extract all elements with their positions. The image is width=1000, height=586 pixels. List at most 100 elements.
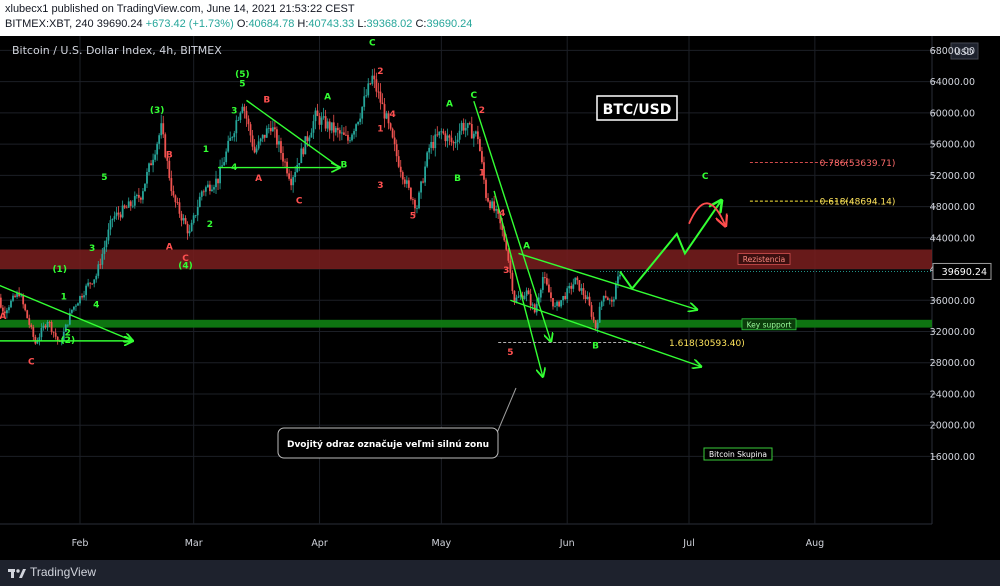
y-tick-label: 20000.00 [930,421,975,432]
candle-body [436,134,439,136]
watermark-text: BTC/USD [603,102,672,118]
candle-body [186,223,189,234]
candle-body [253,146,256,153]
candle-body [310,132,313,138]
y-tick-label: 16000.00 [930,452,975,463]
wave-label: 3 [231,107,237,117]
price-axis[interactable]: USD 72000.0068000.0064000.0060000.005600… [600,36,992,463]
y-tick-label: 64000.00 [930,77,975,88]
wave-label: 1 [377,125,383,135]
candle-body [188,231,191,234]
candle-body [548,284,550,293]
candle-body [237,119,240,121]
candle-body [347,134,349,141]
candle-body [318,115,321,125]
projection-path [619,200,722,291]
candle-body [170,178,173,192]
candle-body [468,123,471,125]
wave-label: 2 [479,106,485,116]
wave-label: 4 [389,110,395,120]
candle-body [247,118,250,125]
candle-body [276,129,278,145]
wave-label: B [592,342,599,352]
candle-body [40,327,43,338]
ohlc-line: BITMEX:XBT, 240 39690.24 +673.42 (+1.73%… [5,18,472,30]
wave-label: 2 [65,328,71,338]
reversal-arc [688,202,726,226]
candle-body [432,141,435,149]
candle-body [393,137,396,145]
wave-label: 5 [507,348,513,358]
candle-body [235,120,238,134]
candle-body [233,133,236,138]
candle-body [452,142,455,144]
wave-label: C [471,91,478,101]
candle-body [596,322,599,329]
y-tick-label: 28000.00 [930,358,975,369]
tradingview-logo[interactable]: TradingView [8,565,96,579]
candle-body [239,112,242,120]
candle-body [454,141,457,144]
candle-body [0,297,2,308]
candle-body [217,178,219,184]
candle-body [174,195,177,203]
candle-body [610,299,613,302]
candle-body [592,316,595,321]
channel-lower [510,299,701,366]
candle-body [612,299,615,302]
candle-body [509,260,512,273]
candle-body [314,110,317,122]
wave-label: 3 [377,181,383,191]
candle-body [99,264,102,266]
candle-body [180,213,183,221]
group-label-text: Bitcoin Skupina [709,450,767,459]
candle-body [507,249,510,261]
candle-body [101,253,104,265]
x-tick-label: Mar [185,538,203,549]
candle-body [556,301,558,306]
candle-body [87,282,90,286]
currency-badge[interactable] [950,42,979,60]
tradingview-icon [8,568,26,578]
candle-body [308,137,311,142]
wave-label: A [0,312,6,322]
candle-body [119,214,122,218]
candle-body [558,301,560,307]
candle-body [140,197,142,200]
candle-body [271,127,274,132]
candle-body [306,136,309,142]
y-tick-label: 44000.00 [930,233,975,244]
candle-body [340,132,343,134]
candle-body [336,127,339,131]
wave-label: 4 [499,209,505,219]
close-label: C: [415,18,427,30]
candle-body [602,295,605,302]
change-value: +673.42 (+1.73%) [145,18,234,30]
publish-info: xlubecx1 published on TradingView.com, J… [5,3,355,15]
candle-body [125,207,128,209]
candle-body [20,295,23,297]
candle-body [598,306,601,323]
wave-label: (1) [52,265,67,275]
brand-name: TradingView [30,565,97,579]
candle-body [349,140,351,142]
candle-body [103,247,106,254]
candle-body [570,285,573,289]
candle-body [438,131,441,136]
candle-body [446,135,449,142]
candle-body [73,306,75,310]
wave-label: 2 [377,67,383,77]
candle-body [89,282,92,284]
candle-body [371,75,374,84]
wave-label: (4) [178,261,193,271]
candle-body [470,124,473,139]
candle-body [257,141,260,149]
candle-body [133,196,136,206]
candle-body [501,223,504,231]
price-chart[interactable]: Rezistencia Key support Bitcoin / U.S. Do… [0,36,1000,560]
wave-label: A [324,93,331,103]
candle-body [302,148,305,155]
time-axis[interactable]: Feb Mar Apr May Jun Jul Aug [72,538,825,549]
support-label-box [741,318,797,331]
candle-body [129,201,132,206]
